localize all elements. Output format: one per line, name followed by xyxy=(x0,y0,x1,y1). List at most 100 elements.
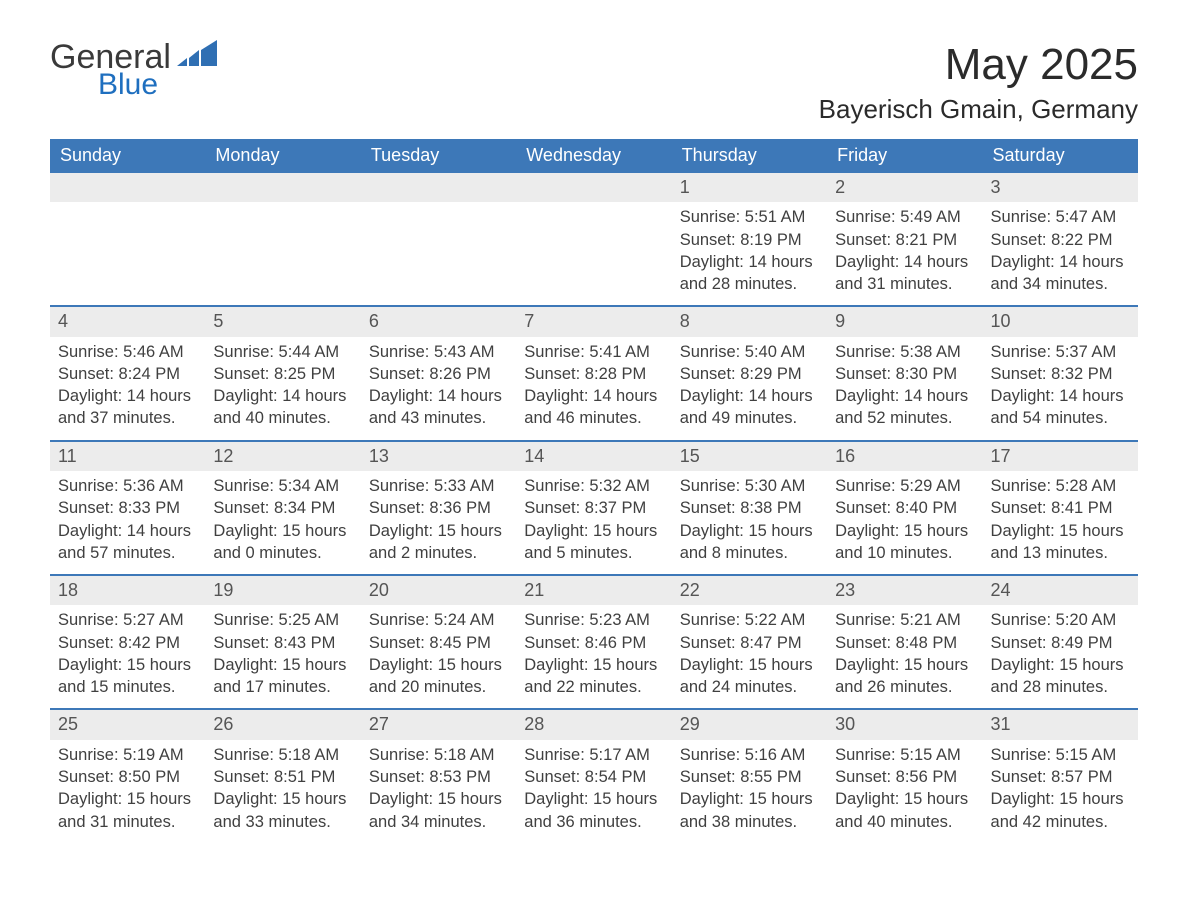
day-cell: 2Sunrise: 5:49 AMSunset: 8:21 PMDaylight… xyxy=(827,173,982,305)
day-cell: 16Sunrise: 5:29 AMSunset: 8:40 PMDayligh… xyxy=(827,442,982,574)
day-cell: 20Sunrise: 5:24 AMSunset: 8:45 PMDayligh… xyxy=(361,576,516,708)
day-body: Sunrise: 5:46 AMSunset: 8:24 PMDaylight:… xyxy=(50,337,205,440)
day-number: 6 xyxy=(361,307,516,336)
sunset-line: Sunset: 8:28 PM xyxy=(524,363,663,385)
day-cell: 10 Sunrise: 5:37 AMSunset: 8:32 PMDayligh… xyxy=(983,307,1138,439)
day-number: 9 xyxy=(827,307,982,336)
sunset-line: Sunset: 8:43 PM xyxy=(213,632,352,654)
daylight-line-1: Daylight: 15 hours xyxy=(58,788,197,810)
day-body: Sunrise: 5:29 AMSunset: 8:40 PMDaylight:… xyxy=(827,471,982,574)
day-cell: 6Sunrise: 5:43 AMSunset: 8:26 PMDaylight… xyxy=(361,307,516,439)
daylight-line-2: and 24 minutes. xyxy=(680,676,819,698)
daylight-line-2: and 31 minutes. xyxy=(835,273,974,295)
sunrise-line: Sunrise: 5:18 AM xyxy=(369,744,508,766)
day-body: Sunrise: 5:40 AMSunset: 8:29 PMDaylight:… xyxy=(672,337,827,440)
daylight-line-1: Daylight: 15 hours xyxy=(213,520,352,542)
daylight-line-1: Daylight: 15 hours xyxy=(213,788,352,810)
day-number xyxy=(205,173,360,202)
sunset-line: Sunset: 8:56 PM xyxy=(835,766,974,788)
sunset-line: Sunset: 8:30 PM xyxy=(835,363,974,385)
weekday-header: Friday xyxy=(827,139,982,173)
sunrise-line: Sunrise: 5:24 AM xyxy=(369,609,508,631)
sunset-line: Sunset: 8:32 PM xyxy=(991,363,1130,385)
sunrise-line: Sunrise: 5:51 AM xyxy=(680,206,819,228)
day-cell: 5Sunrise: 5:44 AMSunset: 8:25 PMDaylight… xyxy=(205,307,360,439)
daylight-line-1: Daylight: 14 hours xyxy=(369,385,508,407)
day-body: Sunrise: 5:36 AMSunset: 8:33 PMDaylight:… xyxy=(50,471,205,574)
weekday-header: Monday xyxy=(205,139,360,173)
sunset-line: Sunset: 8:53 PM xyxy=(369,766,508,788)
daylight-line-2: and 54 minutes. xyxy=(991,407,1130,429)
sunset-line: Sunset: 8:34 PM xyxy=(213,497,352,519)
sunrise-line: Sunrise: 5:25 AM xyxy=(213,609,352,631)
sunset-line: Sunset: 8:41 PM xyxy=(991,497,1130,519)
day-number: 27 xyxy=(361,710,516,739)
daylight-line-1: Daylight: 15 hours xyxy=(369,520,508,542)
day-body: Sunrise: 5:27 AMSunset: 8:42 PMDaylight:… xyxy=(50,605,205,708)
day-cell: 25 Sunrise: 5:19 AMSunset: 8:50 PMDayligh… xyxy=(50,710,205,842)
day-cell: 15Sunrise: 5:30 AMSunset: 8:38 PMDayligh… xyxy=(672,442,827,574)
day-number: 5 xyxy=(205,307,360,336)
day-body: Sunrise: 5:33 AMSunset: 8:36 PMDaylight:… xyxy=(361,471,516,574)
day-number: 30 xyxy=(827,710,982,739)
sunrise-line: Sunrise: 5:40 AM xyxy=(680,341,819,363)
day-cell: 4Sunrise: 5:46 AMSunset: 8:24 PMDaylight… xyxy=(50,307,205,439)
daylight-line-2: and 42 minutes. xyxy=(991,811,1130,833)
daylight-line-2: and 22 minutes. xyxy=(524,676,663,698)
day-number: 25 xyxy=(50,710,205,739)
sunrise-line: Sunrise: 5:19 AM xyxy=(58,744,197,766)
day-body: Sunrise: 5:38 AMSunset: 8:30 PMDaylight:… xyxy=(827,337,982,440)
sunset-line: Sunset: 8:47 PM xyxy=(680,632,819,654)
day-number: 29 xyxy=(672,710,827,739)
location: Bayerisch Gmain, Germany xyxy=(819,94,1138,125)
sunset-line: Sunset: 8:48 PM xyxy=(835,632,974,654)
daylight-line-1: Daylight: 14 hours xyxy=(991,385,1130,407)
day-number: 26 xyxy=(205,710,360,739)
daylight-line-1: Daylight: 14 hours xyxy=(835,251,974,273)
sunrise-line: Sunrise: 5:29 AM xyxy=(835,475,974,497)
daylight-line-2: and 0 minutes. xyxy=(213,542,352,564)
day-number: 13 xyxy=(361,442,516,471)
day-number xyxy=(50,173,205,202)
daylight-line-1: Daylight: 14 hours xyxy=(58,520,197,542)
day-number: 23 xyxy=(827,576,982,605)
day-body: Sunrise: 5:44 AMSunset: 8:25 PMDaylight:… xyxy=(205,337,360,440)
daylight-line-2: and 10 minutes. xyxy=(835,542,974,564)
day-number: 18 xyxy=(50,576,205,605)
weekday-header: Thursday xyxy=(672,139,827,173)
sunrise-line: Sunrise: 5:46 AM xyxy=(58,341,197,363)
sunset-line: Sunset: 8:25 PM xyxy=(213,363,352,385)
sunset-line: Sunset: 8:57 PM xyxy=(991,766,1130,788)
day-cell: 9Sunrise: 5:38 AMSunset: 8:30 PMDaylight… xyxy=(827,307,982,439)
daylight-line-1: Daylight: 15 hours xyxy=(835,654,974,676)
sunrise-line: Sunrise: 5:43 AM xyxy=(369,341,508,363)
day-body: Sunrise: 5:15 AMSunset: 8:57 PMDaylight:… xyxy=(983,740,1138,843)
daylight-line-1: Daylight: 14 hours xyxy=(213,385,352,407)
day-cell: 21Sunrise: 5:23 AMSunset: 8:46 PMDayligh… xyxy=(516,576,671,708)
day-number: 7 xyxy=(516,307,671,336)
sunset-line: Sunset: 8:50 PM xyxy=(58,766,197,788)
sunrise-line: Sunrise: 5:37 AM xyxy=(991,341,1130,363)
day-number: 2 xyxy=(827,173,982,202)
sunrise-line: Sunrise: 5:44 AM xyxy=(213,341,352,363)
day-body: Sunrise: 5:28 AMSunset: 8:41 PMDaylight:… xyxy=(983,471,1138,574)
daylight-line-1: Daylight: 15 hours xyxy=(835,788,974,810)
day-number: 31 xyxy=(983,710,1138,739)
daylight-line-2: and 31 minutes. xyxy=(58,811,197,833)
day-cell: 24Sunrise: 5:20 AMSunset: 8:49 PMDayligh… xyxy=(983,576,1138,708)
daylight-line-2: and 5 minutes. xyxy=(524,542,663,564)
daylight-line-1: Daylight: 15 hours xyxy=(524,654,663,676)
day-number: 1 xyxy=(672,173,827,202)
sunrise-line: Sunrise: 5:49 AM xyxy=(835,206,974,228)
day-number: 10 xyxy=(983,307,1138,336)
sunrise-line: Sunrise: 5:32 AM xyxy=(524,475,663,497)
day-cell xyxy=(516,173,671,305)
sunrise-line: Sunrise: 5:27 AM xyxy=(58,609,197,631)
daylight-line-1: Daylight: 15 hours xyxy=(680,788,819,810)
day-cell xyxy=(361,173,516,305)
day-body: Sunrise: 5:43 AMSunset: 8:26 PMDaylight:… xyxy=(361,337,516,440)
day-body: Sunrise: 5:32 AMSunset: 8:37 PMDaylight:… xyxy=(516,471,671,574)
daylight-line-1: Daylight: 14 hours xyxy=(58,385,197,407)
daylight-line-1: Daylight: 15 hours xyxy=(835,520,974,542)
day-number: 28 xyxy=(516,710,671,739)
